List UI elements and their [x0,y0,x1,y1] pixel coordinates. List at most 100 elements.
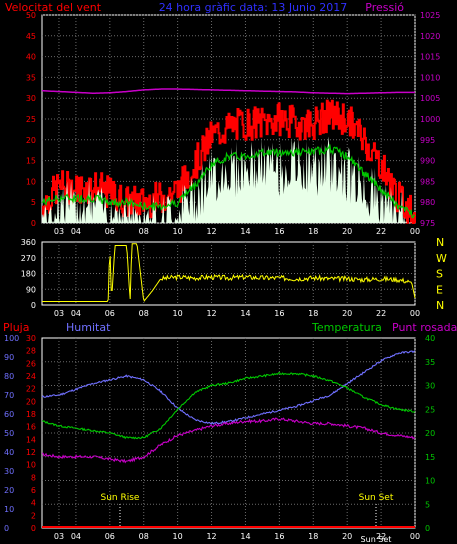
chart-title: 24 hora gràfic data: 13 Junio 2017 [159,1,348,14]
wind-direction-tick-label: 90 [26,285,36,294]
humidity-tick-label: 20 [4,486,14,495]
humidity-series [41,350,416,425]
pressure-tick-label: 1005 [420,94,440,103]
climate-x-tick-label: 12 [206,532,216,541]
climate-x-tick-label: 08 [139,532,149,541]
dir-x-tick-label: 22 [376,309,386,318]
temperature-tick-label: 5 [425,500,430,509]
pressure-series [41,88,415,95]
humidity-tick-label: 60 [4,410,14,419]
rain-tick-label: 6 [31,486,36,495]
temperature-tick-label: 10 [425,477,435,486]
wind-x-tick-label: 10 [173,227,183,236]
rain-tick-label: 4 [31,499,36,508]
pressure-tick-label: 975 [420,219,435,228]
dew-point-series [42,417,416,464]
humidity-tick-label: 80 [4,372,14,381]
rain-tick-label: 16 [26,423,36,432]
pressure-tick-label: 995 [420,136,435,145]
pressure-tick-label: 1015 [420,53,440,62]
temperature-tick-label: 0 [425,524,430,533]
wind-x-tick-label: 16 [274,227,284,236]
wind-speed-tick-label: 30 [26,94,36,103]
dir-x-tick-label: 16 [274,309,284,318]
rain-tick-label: 22 [26,385,36,394]
humidity-tick-label: 100 [4,334,19,343]
humidity-label: Humitat [66,321,111,334]
climate-x-tick-label: 04 [71,532,81,541]
wind-speed-tick-label: 25 [26,115,36,124]
pressure-tick-label: 990 [420,157,435,166]
wind-speed-tick-label: 10 [26,177,36,186]
climate-x-tick-label: 14 [240,532,250,541]
temperature-tick-label: 35 [425,358,435,367]
pressure-tick-label: 1020 [420,32,440,41]
wind-gust-series [42,136,415,223]
dir-x-tick-label: 10 [173,309,183,318]
dir-x-tick-label: 06 [105,309,115,318]
temperature-tick-label: 40 [425,334,435,343]
wind-speed-tick-label: 0 [31,219,36,228]
climate-x-tick-label: 22 [376,532,386,541]
humidity-tick-label: 50 [4,429,14,438]
wind-direction-tick-label: 360 [21,238,36,247]
dir-x-tick-label: 08 [139,309,149,318]
compass-letter: N [436,299,444,312]
rain-tick-label: 2 [31,511,36,520]
pressure-tick-label: 1000 [420,115,440,124]
climate-x-tick-label: 03 [54,532,64,541]
rain-tick-label: 14 [26,435,36,444]
temperature-tick-label: 15 [425,453,435,462]
wind-x-tick-label: 22 [376,227,386,236]
pressure-tick-label: 980 [420,198,435,207]
rain-tick-label: 26 [26,359,36,368]
climate-x-tick-label: 06 [105,532,115,541]
rain-tick-label: 30 [26,334,36,343]
humidity-tick-label: 10 [4,505,14,514]
wind-speed-title: Velocitat del vent [5,1,102,14]
humidity-tick-label: 40 [4,448,14,457]
sun-set-label: Sun Set [359,493,394,503]
wind-direction-series [42,243,416,302]
rain-tick-label: 20 [26,397,36,406]
dir-x-tick-label: 20 [342,309,352,318]
humidity-tick-label: 90 [4,353,14,362]
pressure-tick-label: 1025 [420,11,440,20]
compass-letter: E [436,283,443,296]
rain-tick-label: 24 [26,372,36,381]
rain-tick-label: 0 [31,524,36,533]
rain-tick-label: 28 [26,347,36,356]
wind-direction-tick-label: 0 [31,301,36,310]
wind-x-tick-label: 03 [54,227,64,236]
wind-speed-tick-label: 5 [31,198,36,207]
temperature-label: Temperatura [311,321,382,334]
dir-x-tick-label: 03 [54,309,64,318]
wind-speed-tick-label: 15 [26,157,36,166]
dir-x-tick-label: 04 [71,309,81,318]
pressure-tick-label: 1010 [420,73,440,82]
climate-x-tick-label: 10 [173,532,183,541]
compass-letter: N [436,236,444,249]
pressure-tick-label: 985 [420,177,435,186]
rain-tick-label: 8 [31,473,36,482]
wind-x-tick-label: 08 [139,227,149,236]
rain-tick-label: 10 [26,461,36,470]
climate-x-tick-label: 20 [342,532,352,541]
wind-direction-tick-label: 270 [21,254,36,263]
dir-x-tick-label: 12 [206,309,216,318]
temperature-tick-label: 25 [425,405,435,414]
wind-x-tick-label: 04 [71,227,81,236]
wind-x-tick-label: 12 [206,227,216,236]
climate-x-tick-label: 18 [308,532,318,541]
wind-speed-series [42,99,416,224]
compass-letter: S [436,268,443,281]
wind-speed-tick-label: 20 [26,136,36,145]
wind-x-tick-label: 00 [410,227,420,236]
wind-speed-tick-label: 45 [26,32,36,41]
dew-point-label: Punt rosada [392,321,457,334]
wind-speed-tick-label: 40 [26,53,36,62]
pressure-title: Pressió [365,1,404,14]
rain-tick-label: 12 [26,448,36,457]
humidity-tick-label: 0 [4,524,9,533]
